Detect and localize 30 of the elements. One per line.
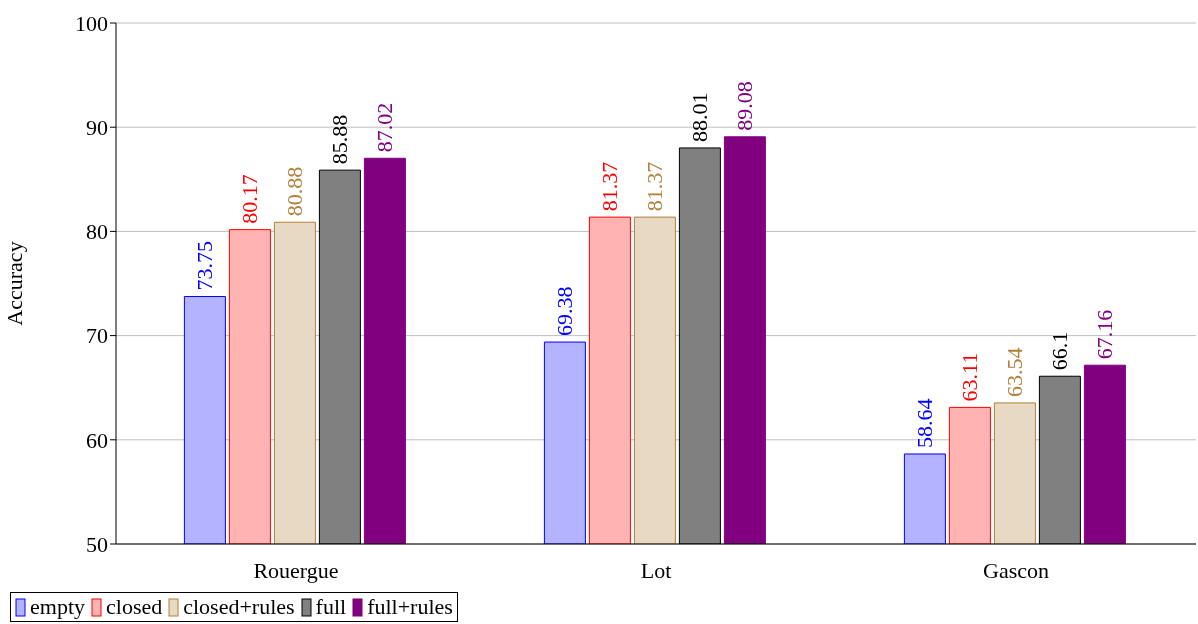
- legend-label: full: [314, 594, 347, 620]
- data-label: 81.37: [642, 161, 668, 212]
- legend-label: full+rules: [366, 594, 453, 620]
- data-label: 67.16: [1092, 309, 1118, 360]
- y-axis-title: Accuracy: [1, 241, 27, 326]
- x-tick-label: Lot: [640, 557, 672, 583]
- y-tick-label: 50: [86, 531, 108, 557]
- y-tick-label: 100: [75, 10, 108, 36]
- y-tick-label: 90: [86, 115, 108, 141]
- legend-label: closed+rules: [182, 594, 295, 620]
- data-label: 58.64: [912, 398, 938, 448]
- x-tick-label: Rouergue: [253, 557, 339, 583]
- y-tick-label: 60: [86, 427, 108, 453]
- legend-label: empty: [29, 594, 85, 620]
- data-label: 63.54: [1002, 347, 1028, 397]
- data-label: 81.37: [597, 161, 623, 212]
- data-label: 85.88: [327, 114, 353, 165]
- data-label: 88.01: [687, 92, 713, 142]
- data-label: 87.02: [372, 102, 398, 153]
- data-label: 73.75: [192, 241, 218, 291]
- x-tick-label: Gascon: [983, 557, 1049, 583]
- legend-label: closed: [105, 594, 163, 620]
- data-label: 63.11: [957, 352, 983, 402]
- y-tick-label: 80: [86, 219, 108, 245]
- data-label: 89.08: [732, 81, 758, 131]
- data-label: 80.88: [282, 166, 308, 217]
- data-label: 66.1: [1047, 331, 1073, 371]
- y-tick-label: 70: [86, 323, 108, 349]
- data-label: 80.17: [237, 174, 263, 224]
- data-label: 69.38: [552, 286, 578, 337]
